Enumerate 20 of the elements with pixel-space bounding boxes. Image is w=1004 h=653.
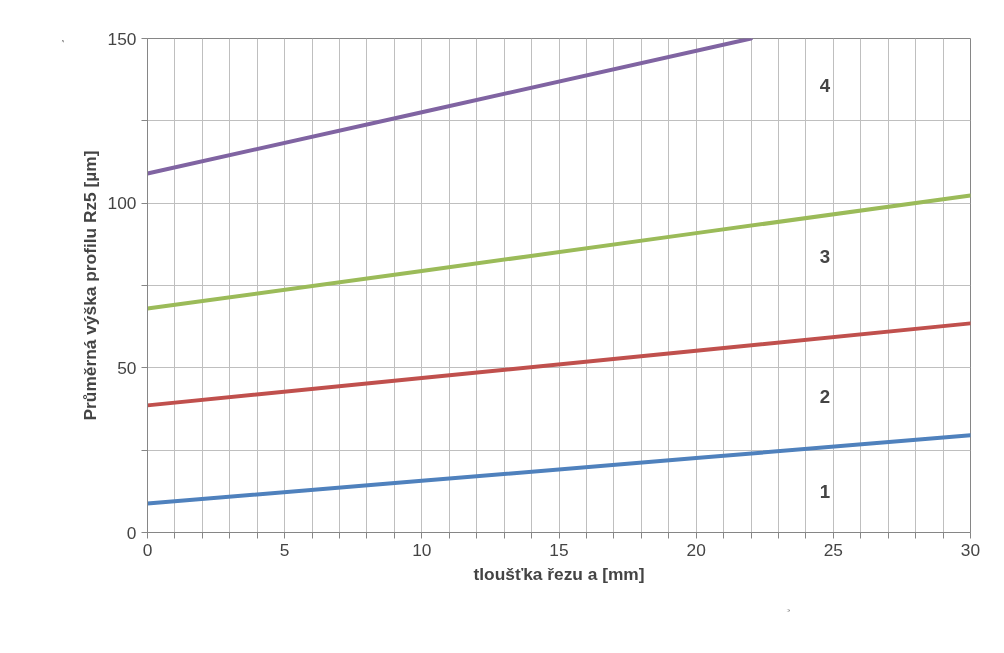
x-tick-label: 10	[412, 539, 432, 560]
x-tick-label: 5	[279, 539, 290, 560]
x-axis-title: tloušťka řezu a [mm]	[473, 563, 645, 584]
x-tick-label: 15	[549, 539, 569, 560]
line-series	[147, 433, 971, 506]
annotation: 4	[819, 74, 831, 96]
y-tick-label: 50	[117, 357, 137, 378]
y-tick-label: 100	[107, 193, 137, 214]
y-tick-label: 0	[126, 522, 137, 543]
x-tick-label: 0	[142, 539, 153, 560]
line-series	[147, 193, 971, 311]
x-tick-label: 30	[960, 539, 981, 560]
line-series	[147, 321, 971, 408]
x-tick-label: 25	[823, 539, 843, 560]
x-tick-label: 20	[686, 539, 706, 560]
annotation: 3	[819, 246, 831, 268]
annotation: 2	[819, 386, 831, 408]
annotation: 1	[819, 481, 831, 502]
y-axis-title: Průměrná výška profilu Rz5 [µm]	[79, 150, 100, 421]
y-tick-label: 150	[107, 28, 137, 49]
